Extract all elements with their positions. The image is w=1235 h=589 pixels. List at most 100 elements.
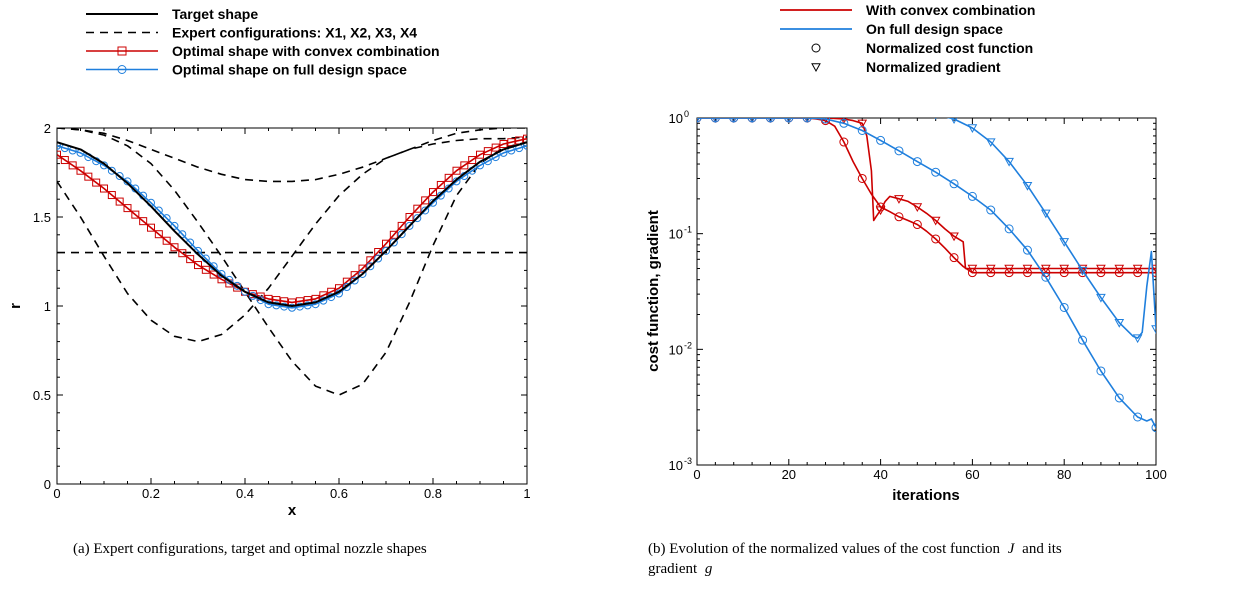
caption-b-g: g bbox=[705, 561, 713, 577]
data-point-a bbox=[389, 238, 398, 247]
data-point-a bbox=[288, 303, 296, 312]
panel-a: Target shape Expert configurations: X1, X… bbox=[7, 6, 531, 557]
data-point-a bbox=[280, 302, 289, 311]
series-line-optimal-shape-on-full-design-space bbox=[57, 145, 527, 309]
data-point-b bbox=[894, 146, 904, 156]
data-point-a bbox=[295, 302, 304, 311]
data-point-a bbox=[523, 134, 527, 143]
data-point-b bbox=[986, 205, 996, 215]
data-point-b bbox=[857, 173, 867, 183]
x-tick-label-b: 40 bbox=[873, 467, 887, 482]
data-point-a bbox=[413, 214, 422, 223]
data-point-a bbox=[350, 271, 359, 280]
data-point-a bbox=[436, 180, 445, 189]
data-point-a bbox=[147, 223, 155, 232]
data-point-a bbox=[311, 300, 320, 309]
data-point-a bbox=[452, 166, 461, 175]
x-tick-label-a: 0.6 bbox=[330, 486, 348, 501]
data-point-b bbox=[895, 110, 903, 117]
data-point-b bbox=[1022, 245, 1032, 255]
ticks-a: 0 0.2 0.4 0.6 0.8 1 0 0.5 1 1.5 2 bbox=[33, 121, 531, 501]
data-point-b bbox=[839, 118, 849, 128]
data-point-a bbox=[217, 269, 226, 278]
data-point-a bbox=[194, 261, 202, 270]
data-point-a bbox=[76, 166, 85, 175]
data-point-b bbox=[1151, 264, 1156, 274]
data-point-b bbox=[875, 206, 886, 216]
data-point-a bbox=[233, 281, 242, 290]
series-b bbox=[697, 110, 1156, 433]
data-point-b bbox=[1096, 366, 1106, 376]
data-point-b bbox=[821, 118, 831, 124]
x-tick-label-b: 20 bbox=[782, 467, 796, 482]
data-point-b bbox=[1114, 318, 1125, 328]
data-point-a bbox=[115, 172, 124, 181]
data-point-a bbox=[366, 262, 375, 271]
y-tick-label-a: 1.5 bbox=[33, 210, 51, 225]
data-point-a bbox=[436, 191, 445, 200]
y-tick-exponent-b: 0 bbox=[684, 109, 689, 119]
data-point-a bbox=[444, 173, 453, 182]
data-point-a bbox=[107, 191, 116, 200]
series-line-x4 bbox=[57, 128, 527, 396]
xlabel-a: x bbox=[288, 502, 297, 519]
series-line-x3 bbox=[57, 136, 527, 343]
data-point-a bbox=[57, 141, 61, 150]
data-point-b bbox=[876, 135, 886, 145]
y-tick-label-b: 10 bbox=[669, 227, 683, 242]
data-point-b bbox=[1022, 181, 1033, 191]
caption-b: (b) Evolution of the normalized values o… bbox=[648, 541, 1062, 557]
series-a bbox=[57, 128, 527, 396]
data-point-a bbox=[186, 255, 195, 264]
data-point-b bbox=[967, 124, 978, 133]
data-point-a bbox=[429, 188, 437, 197]
data-point-b bbox=[767, 118, 774, 124]
data-point-a bbox=[483, 147, 492, 156]
data-point-a bbox=[84, 172, 93, 181]
legend-marker-b bbox=[811, 63, 821, 73]
data-point-a bbox=[139, 217, 148, 226]
data-point-b bbox=[1078, 335, 1088, 345]
legend-label-b: With convex combination bbox=[866, 2, 1035, 18]
data-point-a bbox=[358, 264, 367, 273]
data-point-a bbox=[272, 301, 281, 310]
caption-b-line1: (b) Evolution of the normalized values o… bbox=[648, 541, 1000, 557]
caption-b-line2: gradient bbox=[648, 561, 698, 577]
data-point-a bbox=[241, 287, 249, 296]
data-point-b bbox=[712, 118, 719, 124]
data-point-b bbox=[749, 118, 755, 124]
data-point-a bbox=[460, 161, 469, 170]
legend-a: Target shape Expert configurations: X1, X… bbox=[86, 6, 440, 78]
data-point-b bbox=[949, 253, 959, 263]
legend-label-a: Optimal shape with convex combination bbox=[172, 43, 440, 59]
plot-frame-b bbox=[696, 117, 1157, 466]
y-tick-label-b: 10 bbox=[669, 458, 683, 473]
data-point-b bbox=[912, 157, 922, 167]
ylabel-b: cost function, gradient bbox=[645, 210, 662, 372]
data-point-a bbox=[342, 283, 351, 292]
data-point-b bbox=[1151, 325, 1156, 334]
x-tick-label-b: 100 bbox=[1145, 467, 1167, 482]
y-tick-label-a: 1 bbox=[44, 299, 51, 314]
data-point-b bbox=[1040, 209, 1051, 219]
data-point-b bbox=[1151, 423, 1156, 433]
data-point-b bbox=[877, 110, 885, 117]
y-tick-exponent-b: -2 bbox=[684, 340, 692, 350]
legend-label-b: Normalized gradient bbox=[866, 59, 1001, 75]
x-tick-label-b: 80 bbox=[1057, 467, 1071, 482]
data-point-b bbox=[1133, 412, 1143, 422]
legend-label-a: Expert configurations: X1, X2, X3, X4 bbox=[172, 25, 417, 41]
caption-b-2: gradient g bbox=[648, 561, 713, 577]
data-point-b bbox=[1077, 266, 1088, 276]
data-point-b bbox=[862, 118, 863, 119]
data-point-b bbox=[1022, 264, 1033, 274]
data-point-a bbox=[131, 210, 140, 219]
data-point-b bbox=[949, 179, 959, 189]
series-line-target-shape bbox=[57, 141, 527, 307]
data-point-a bbox=[68, 161, 77, 170]
data-point-a bbox=[374, 254, 383, 263]
data-point-b bbox=[1132, 334, 1143, 344]
data-point-a bbox=[115, 197, 124, 206]
data-point-a bbox=[421, 206, 430, 215]
data-point-a bbox=[397, 221, 406, 230]
